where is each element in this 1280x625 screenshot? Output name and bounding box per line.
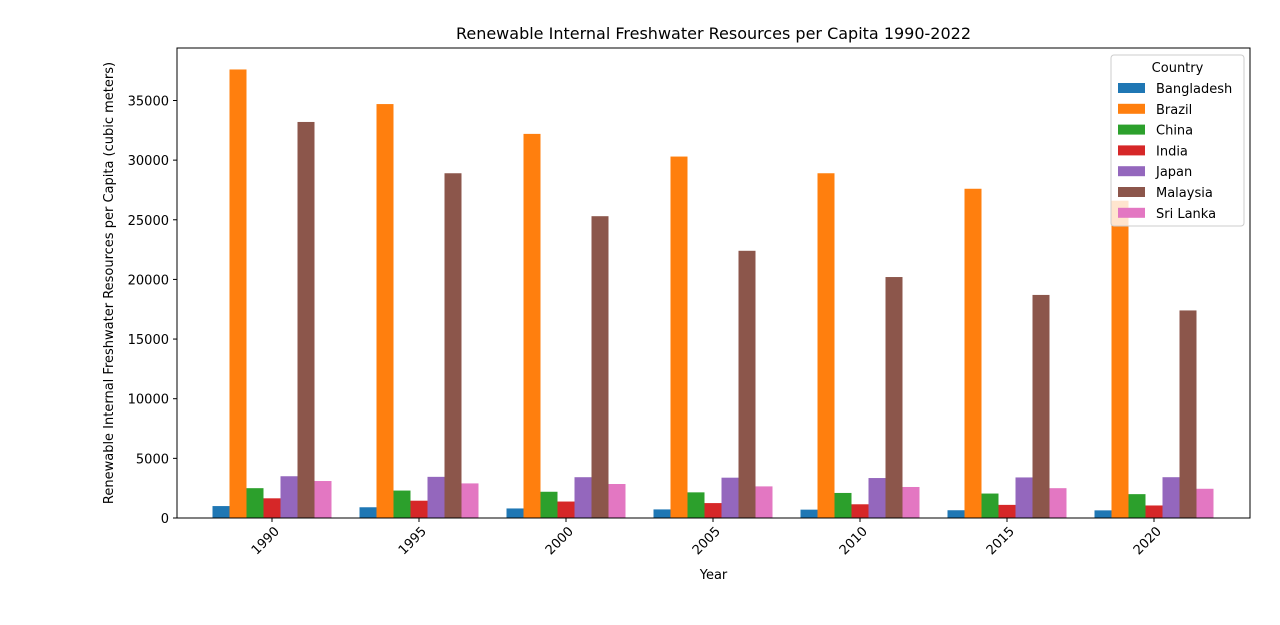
bar-malaysia-2020 [1179, 310, 1197, 518]
legend-label: Brazil [1156, 103, 1192, 118]
bar-malaysia-2015 [1032, 294, 1050, 518]
bar-bangladesh-2005 [653, 509, 671, 518]
bar-india-2010 [851, 504, 869, 518]
legend-swatch [1118, 124, 1145, 135]
y-tick-label: 20000 [128, 273, 169, 288]
bar-sri-lanka-2000 [608, 484, 626, 518]
bar-sri-lanka-2020 [1196, 488, 1214, 518]
x-tick-label: 2020 [1131, 524, 1165, 558]
y-tick-label: 0 [161, 512, 169, 527]
bar-brazil-2015 [964, 188, 982, 519]
x-tick-label: 2010 [837, 524, 871, 558]
bar-sri-lanka-2015 [1049, 488, 1067, 518]
legend-label: Bangladesh [1156, 82, 1232, 97]
legend: Country Bangladesh Brazil China India Japan Ma… [1110, 54, 1245, 227]
legend-box [1110, 54, 1245, 227]
y-tick-label: 25000 [128, 214, 169, 229]
bar-malaysia-2000 [591, 216, 609, 518]
legend-swatch [1118, 166, 1145, 177]
bar-brazil-2010 [817, 173, 835, 518]
bar-bangladesh-2010 [800, 509, 818, 518]
x-tick-label: 2005 [690, 524, 724, 558]
x-tick-label: 2000 [543, 524, 577, 558]
bar-india-2015 [998, 504, 1016, 518]
bar-india-1995 [410, 500, 428, 518]
bar-bangladesh-2020 [1094, 510, 1112, 518]
bar-china-1990 [246, 488, 264, 518]
legend-swatch [1118, 187, 1145, 197]
bar-brazil-2005 [670, 156, 688, 519]
legend-label: Malaysia [1156, 186, 1213, 201]
bar-japan-2005 [721, 477, 739, 518]
legend-swatch [1118, 83, 1145, 93]
bar-sri-lanka-1990 [314, 481, 332, 518]
bar-china-2010 [834, 492, 852, 518]
legend-swatch [1118, 207, 1145, 218]
legend-swatch [1118, 103, 1145, 114]
x-tick-label: 2015 [984, 524, 1018, 558]
bar-japan-1990 [280, 476, 298, 518]
bar-india-2020 [1145, 505, 1163, 518]
x-tick-label: 1990 [249, 524, 283, 558]
y-tick-label: 30000 [128, 154, 169, 169]
bar-brazil-1990 [229, 69, 247, 519]
bar-malaysia-2005 [738, 250, 756, 519]
x-tick-label: 1995 [396, 524, 430, 558]
chart-title: Renewable Internal Freshwater Resources … [456, 24, 971, 43]
bar-india-1990 [263, 498, 281, 518]
bar-india-2005 [704, 503, 722, 518]
bar-bangladesh-2000 [506, 508, 524, 518]
x-axis-label: Year [699, 568, 728, 583]
bar-bangladesh-2015 [947, 510, 965, 518]
y-tick-label: 35000 [128, 94, 169, 109]
legend-label: India [1156, 144, 1188, 159]
bar-japan-2015 [1015, 477, 1033, 518]
bars-layer [212, 69, 1214, 519]
bar-brazil-2020 [1111, 200, 1129, 518]
bar-japan-2010 [868, 478, 886, 518]
bar-japan-2000 [574, 477, 592, 518]
bar-japan-2020 [1162, 477, 1180, 518]
bar-sri-lanka-1995 [461, 483, 479, 518]
bar-india-2000 [557, 501, 575, 518]
bar-china-2000 [540, 491, 558, 518]
bar-bangladesh-1990 [212, 506, 230, 518]
legend-title: Country [1152, 61, 1204, 76]
bar-bangladesh-1995 [359, 507, 377, 518]
bar-japan-1995 [427, 476, 445, 518]
bar-china-1995 [393, 490, 411, 518]
legend-label: Japan [1155, 165, 1192, 180]
bar-china-2015 [981, 493, 999, 518]
legend-swatch [1118, 145, 1145, 156]
plot-frame [176, 47, 1251, 519]
bar-sri-lanka-2010 [902, 486, 920, 518]
y-tick-label: 5000 [136, 452, 169, 467]
bar-china-2005 [687, 492, 705, 518]
legend-label: China [1156, 124, 1193, 139]
bar-malaysia-2010 [885, 277, 903, 518]
bar-malaysia-1995 [444, 173, 462, 518]
y-axis-label: Renewable Internal Freshwater Resources … [102, 62, 117, 504]
bar-sri-lanka-2005 [755, 486, 773, 518]
bar-brazil-2000 [523, 133, 541, 519]
y-tick-label: 10000 [128, 393, 169, 408]
bar-malaysia-1990 [297, 121, 315, 519]
bar-china-2020 [1128, 494, 1146, 518]
y-tick-label: 15000 [128, 333, 169, 348]
bar-brazil-1995 [376, 104, 394, 519]
legend-label: Sri Lanka [1156, 207, 1216, 222]
